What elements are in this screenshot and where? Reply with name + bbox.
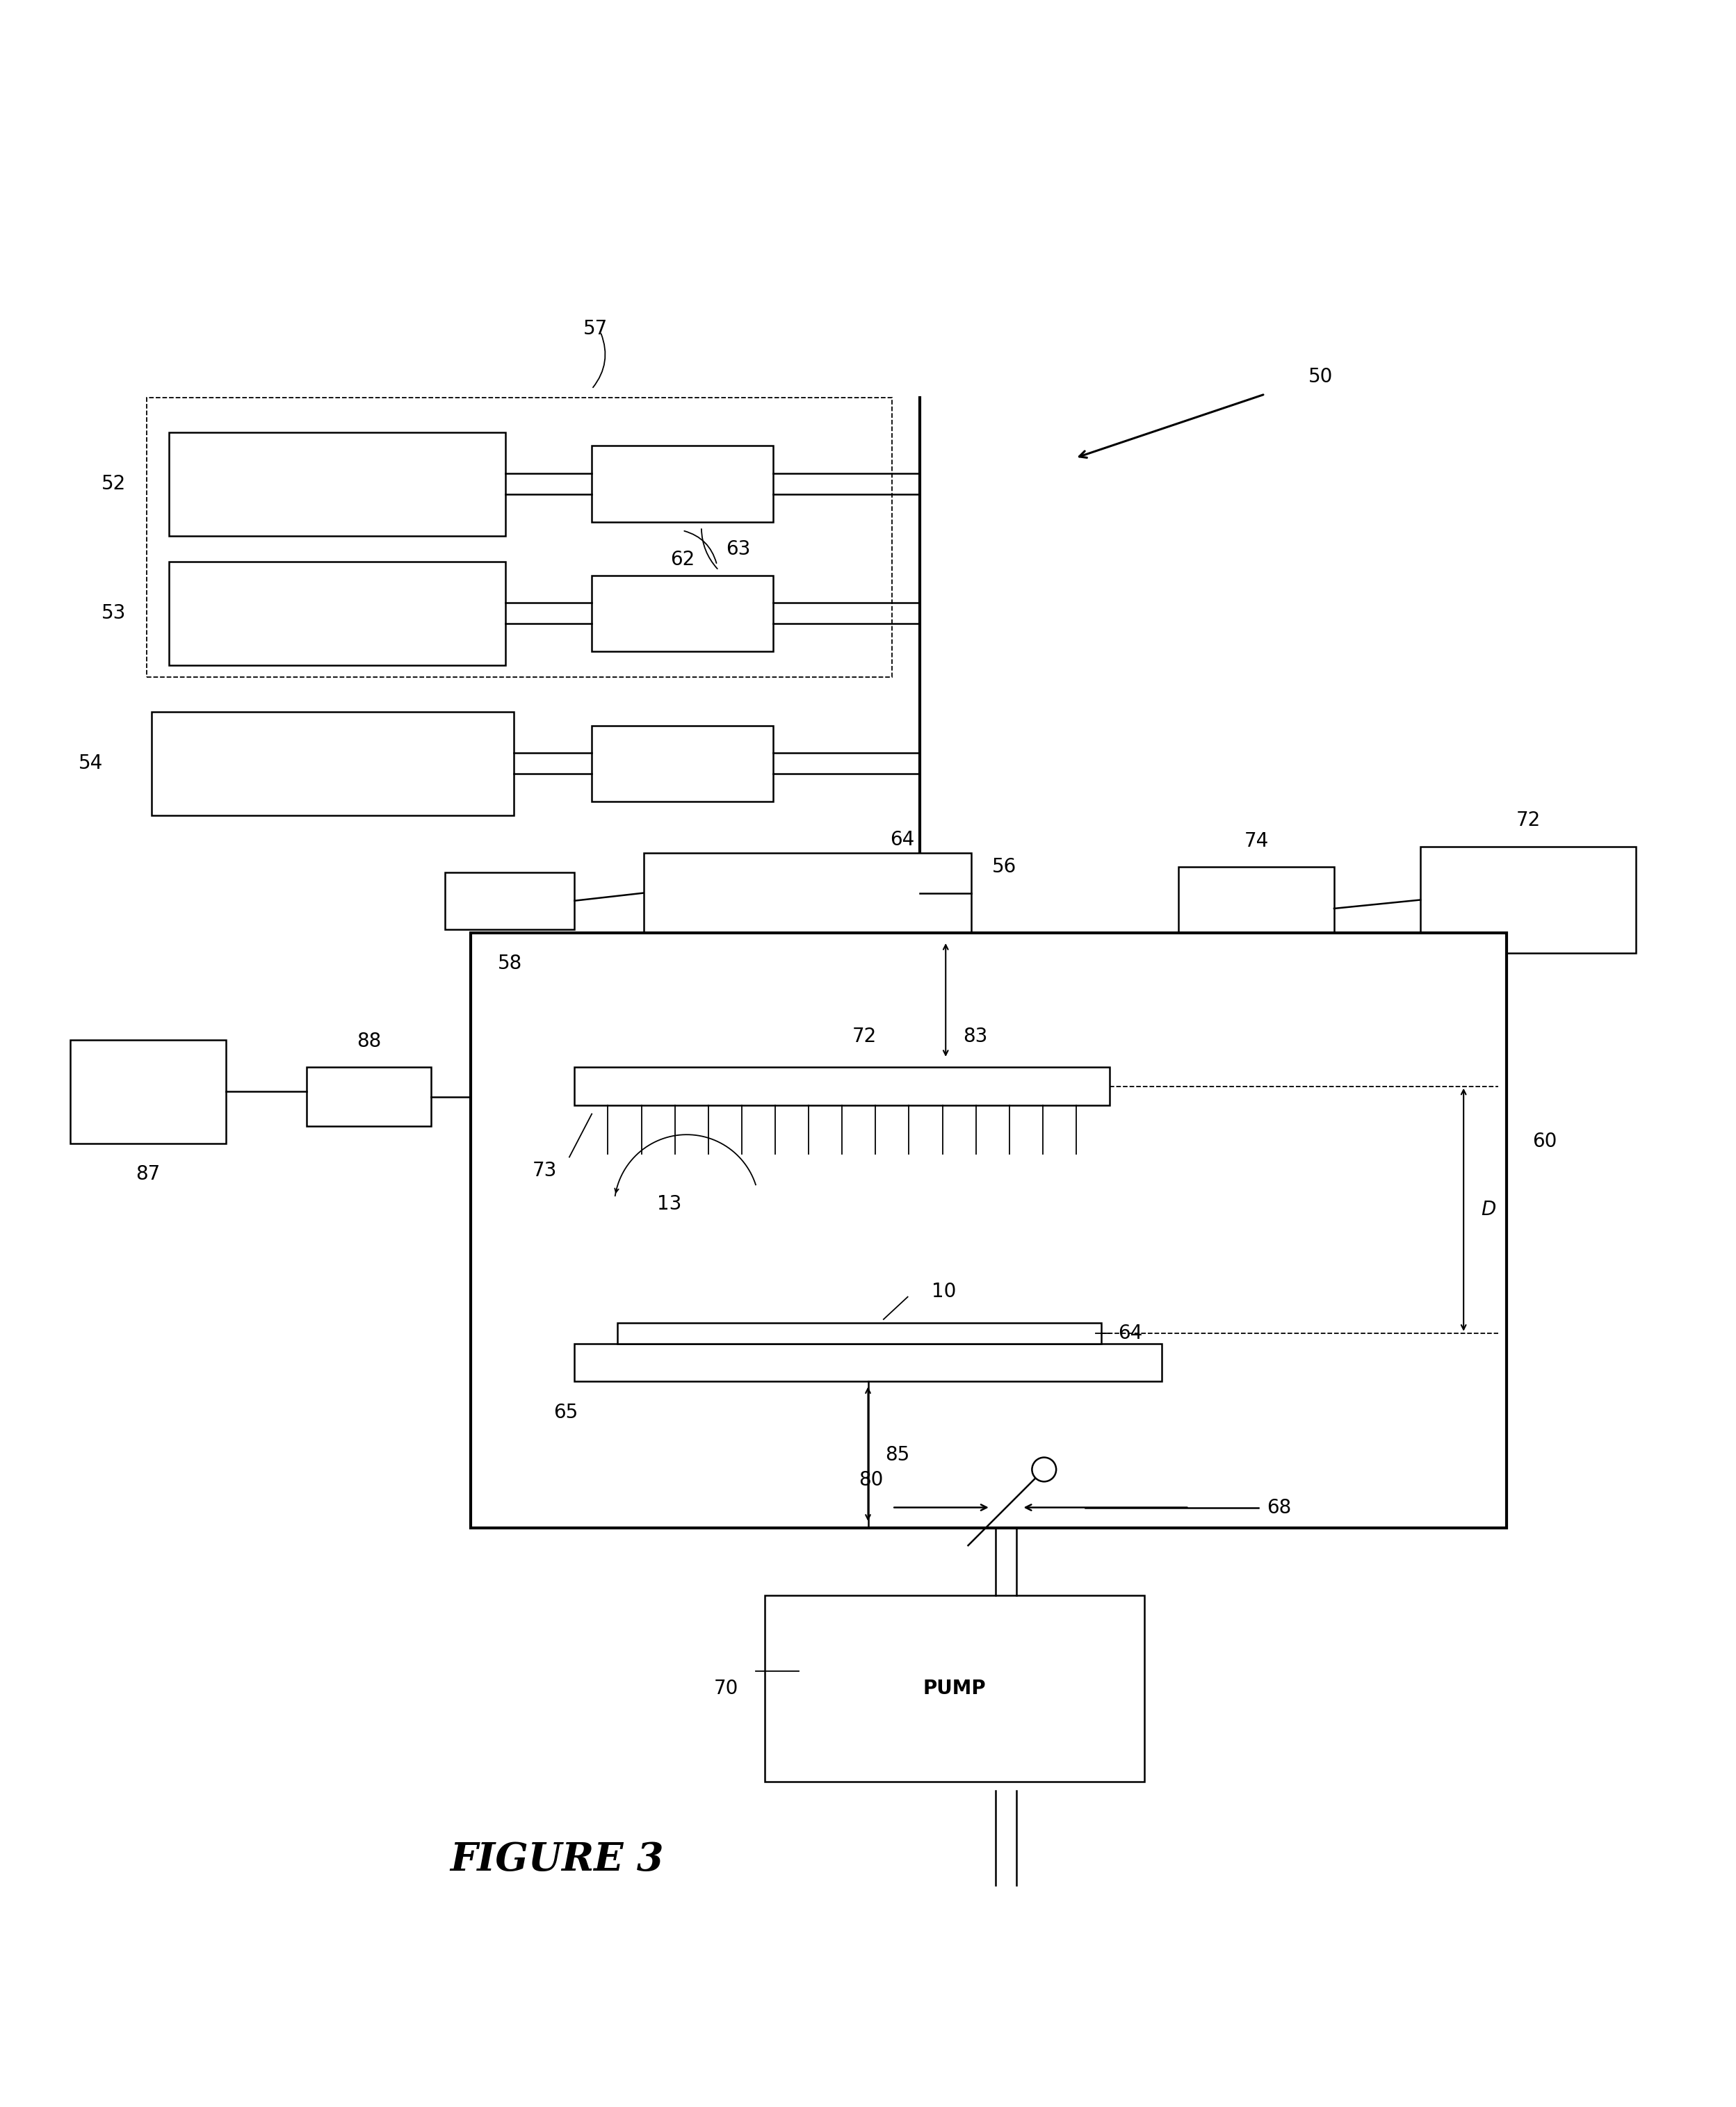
Text: 64: 64 [891,830,915,849]
Bar [644,853,972,933]
Bar [1420,847,1637,952]
Bar [592,575,773,651]
Text: 54: 54 [78,754,102,773]
Text: 80: 80 [859,1471,884,1490]
Text: 70: 70 [713,1679,738,1698]
Text: 64: 64 [1118,1323,1142,1342]
Bar [71,1039,226,1144]
Text: PUMP: PUMP [924,1679,986,1698]
Text: FIGURE 3: FIGURE 3 [450,1842,665,1879]
Text: 74: 74 [1245,832,1269,851]
Bar [470,933,1507,1528]
Text: 72: 72 [852,1026,877,1045]
Bar [444,872,575,929]
Text: 65: 65 [554,1403,578,1422]
Bar [764,1595,1144,1783]
Bar [146,398,892,676]
Text: 10: 10 [932,1281,957,1302]
Text: 88: 88 [358,1032,382,1051]
Bar [168,563,505,666]
Text: 52: 52 [101,474,125,493]
Text: 68: 68 [1267,1498,1292,1517]
Text: 85: 85 [885,1445,910,1464]
Text: 50: 50 [1309,367,1333,386]
Bar [1179,868,1333,950]
Text: 56: 56 [993,858,1017,877]
Text: 57: 57 [583,318,608,339]
Bar [592,447,773,523]
Text: 73: 73 [533,1161,557,1180]
Text: 83: 83 [963,1026,988,1045]
Text: 60: 60 [1533,1131,1557,1150]
Text: 62: 62 [670,550,694,569]
Text: 58: 58 [498,954,523,973]
Text: 87: 87 [135,1165,160,1184]
Bar [168,432,505,535]
Bar [151,712,514,815]
Bar [618,1323,1101,1344]
Bar [307,1068,431,1125]
Text: 53: 53 [101,603,125,624]
Bar [575,1344,1161,1382]
Bar [592,725,773,801]
Bar [575,1068,1109,1106]
Text: 13: 13 [658,1195,682,1214]
Text: D: D [1481,1201,1496,1220]
Text: 72: 72 [1516,811,1540,830]
Text: 63: 63 [726,539,750,558]
Circle shape [1031,1458,1055,1481]
